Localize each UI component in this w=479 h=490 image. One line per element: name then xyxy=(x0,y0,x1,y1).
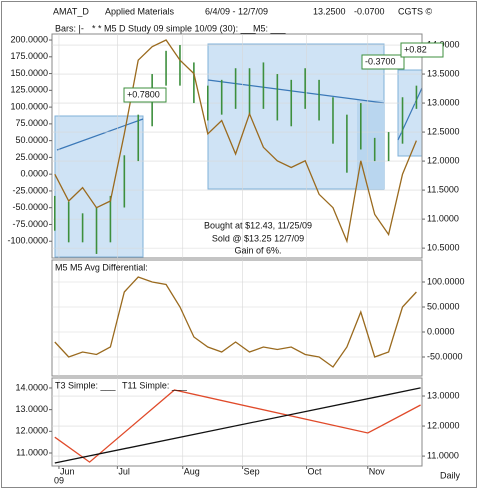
source: CGTS © xyxy=(398,6,433,16)
annotation: Gain of 6%. xyxy=(234,245,281,255)
panel: 100.0000 50.0000 0.0000 -50.0000 M5 M5 Avg D… xyxy=(51,259,465,377)
y2-tick-label: 11.0000 xyxy=(427,450,459,460)
shaded-ranges xyxy=(54,43,423,258)
x-tick-label: Aug xyxy=(184,466,200,476)
x-tick-label: Nov xyxy=(369,466,386,476)
y-tick-label: 75.0000 xyxy=(15,118,48,128)
annotation: Sold @ $13.25 12/7/09 xyxy=(212,233,304,243)
y-tick-label: 13.0000 xyxy=(15,404,48,414)
panel-border xyxy=(51,377,423,467)
trend-line xyxy=(207,79,385,104)
y-tick-label: 50.0000 xyxy=(15,135,48,145)
y2-tick-label: 12.5000 xyxy=(427,126,460,136)
price-change: -0.0700 xyxy=(354,6,385,16)
header: AMAT_D Applied Materials 6/4/09 - 12/7/0… xyxy=(53,6,461,485)
panel: 14.0000 13.0000 12.0000 11.0000 13.0000 12.00… xyxy=(15,377,460,476)
y-tick-label: -100.0000 xyxy=(7,236,48,246)
legend-entry: T3 Simple: ___ xyxy=(55,380,117,390)
date-range: 6/4/09 - 12/7/09 xyxy=(205,6,268,16)
panel-border xyxy=(51,259,423,377)
y2-tick-label: -50.0000 xyxy=(427,351,463,361)
y-tick-label: 125.0000 xyxy=(10,85,48,95)
y-tick-label: -50.0000 xyxy=(12,202,48,212)
annotation-box xyxy=(361,54,405,70)
symbol: AMAT_D xyxy=(53,6,89,16)
series-line xyxy=(54,39,418,244)
y2-tick-label: 11.5000 xyxy=(427,184,459,194)
y-tick-label: -25.0000 xyxy=(12,185,48,195)
annotation: Bought at $12.43, 11/25/09 xyxy=(204,220,312,230)
x-tick-label: Jul xyxy=(118,466,130,476)
legend-entry: M5 M5 Avg Differential: xyxy=(55,262,148,272)
series-line xyxy=(54,387,421,464)
annotation: +0.82 xyxy=(404,44,427,54)
y-tick-label: 150.0000 xyxy=(10,68,48,78)
y2-tick-label: 100.0000 xyxy=(427,276,465,286)
series-line xyxy=(54,389,421,463)
y2-tick-label: 13.5000 xyxy=(427,68,460,78)
annotation: +0.7800 xyxy=(127,89,160,99)
y2-tick-label: 11.0000 xyxy=(427,213,459,223)
legend-entry: * * M5 D Study 09 simple 10/09 (30): ___ xyxy=(92,23,257,33)
period-label: Daily xyxy=(440,470,461,480)
y-tick-label: 25.0000 xyxy=(15,152,48,162)
y2-tick-label: 50.0000 xyxy=(427,301,460,311)
y2-tick-label: 13.0000 xyxy=(427,97,460,107)
y-tick-label: 11.0000 xyxy=(16,447,48,457)
annotation: -0.3700 xyxy=(365,56,396,66)
x-tick-label: Sep xyxy=(244,466,260,476)
y2-tick-label: 12.0000 xyxy=(427,420,460,430)
y-tick-label: 12.0000 xyxy=(15,426,48,436)
y2-tick-label: 13.0000 xyxy=(427,390,460,400)
y2-tick-label: 0.0000 xyxy=(427,326,455,336)
y-tick-label: 0.0000 xyxy=(20,169,48,179)
y-tick-label: 100.0000 xyxy=(10,101,48,111)
range-box xyxy=(207,43,385,190)
x-tick-label: Jun xyxy=(60,466,75,476)
y2-tick-label: 10.5000 xyxy=(427,243,460,253)
legend-entry: T11 Simple: ___ xyxy=(122,380,188,390)
panel-border xyxy=(51,33,423,259)
y-tick-label: 200.0000 xyxy=(10,34,48,44)
year-label: 09 xyxy=(54,475,64,485)
company: Applied Materials xyxy=(105,6,175,16)
x-tick-label: Oct xyxy=(308,466,323,476)
y-tick-label: 14.0000 xyxy=(15,382,48,392)
y2-tick-label: 12.0000 xyxy=(427,155,460,165)
legend-entry: Bars: |- xyxy=(55,23,84,33)
y-tick-label: 175.0000 xyxy=(10,51,48,61)
legend-entry: M5: ___ xyxy=(253,23,287,33)
panel: 200.0000 175.0000 150.0000 125.0000 100.0000… xyxy=(7,23,460,259)
y-tick-label: -75.0000 xyxy=(12,219,48,229)
annotation-box xyxy=(123,87,167,103)
trend-line xyxy=(56,118,144,151)
range-box xyxy=(54,115,144,258)
series-line xyxy=(54,276,417,368)
annotation-box xyxy=(400,42,444,58)
last-price: 13.2500 xyxy=(313,6,346,16)
